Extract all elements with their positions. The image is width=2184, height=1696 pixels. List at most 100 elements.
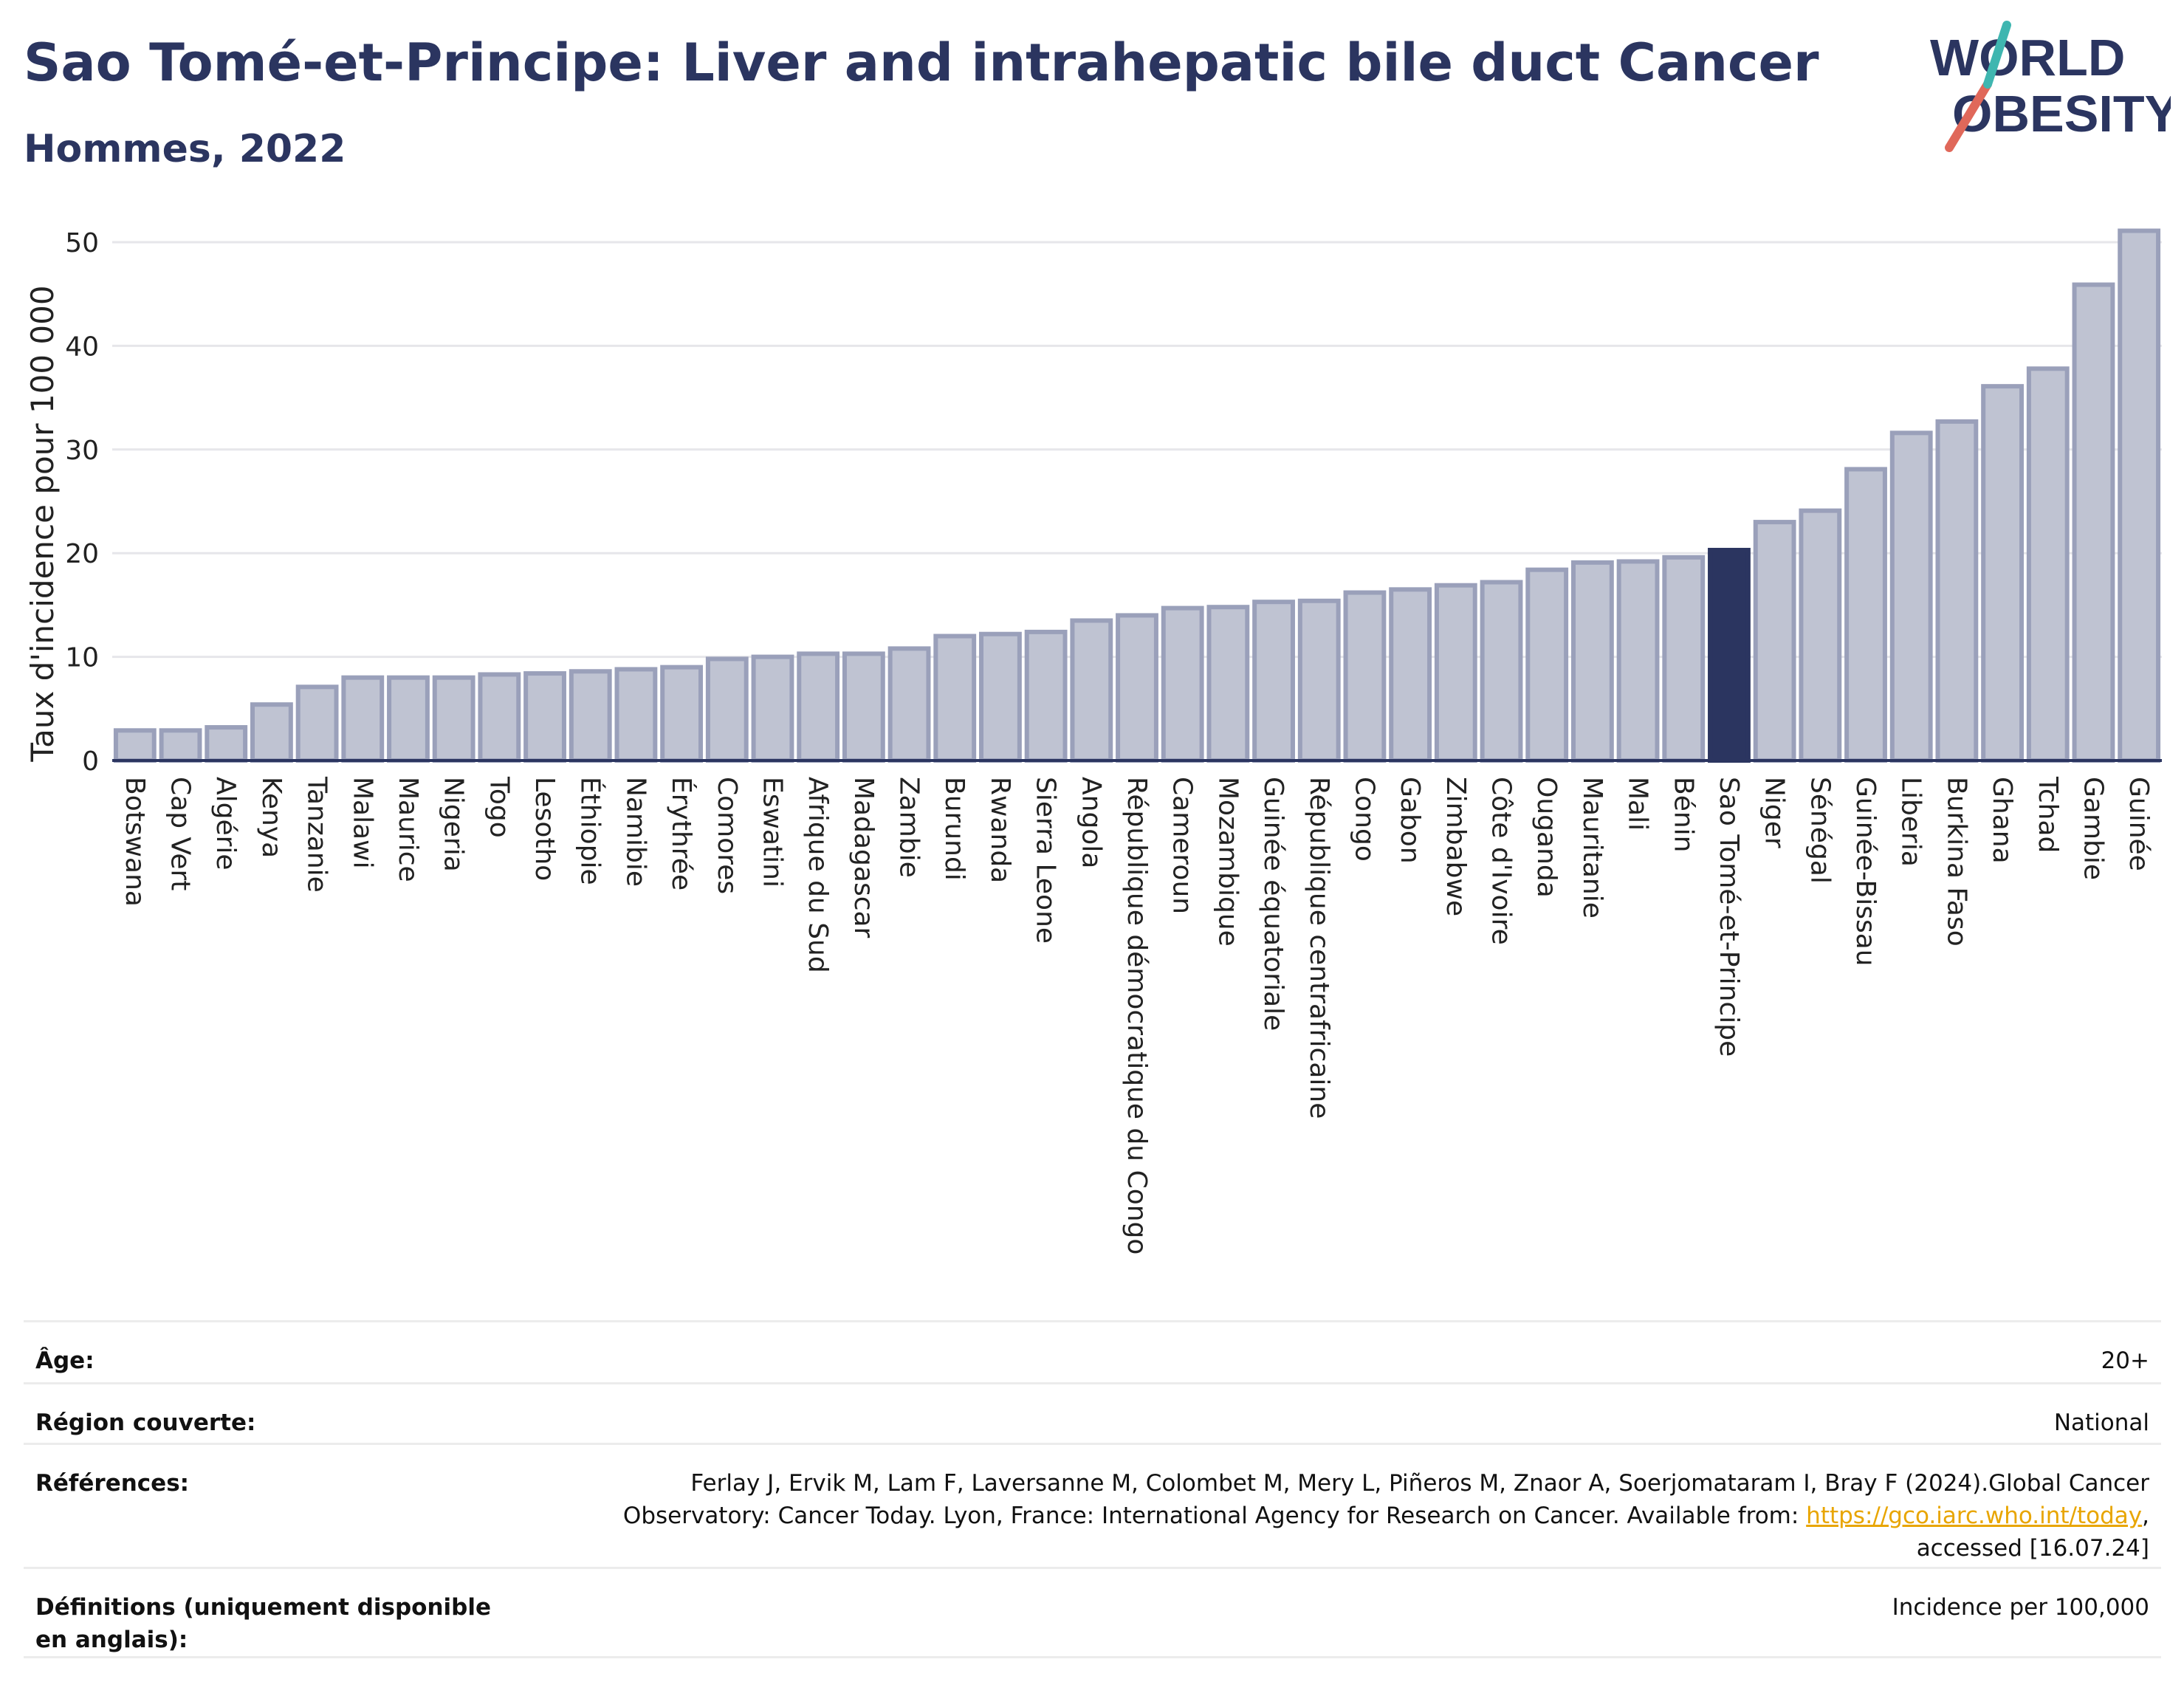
x-tick-label: Cameroun: [1167, 777, 1198, 914]
bar: [797, 651, 840, 763]
bar: [660, 665, 704, 763]
x-tick-label: Burkina Faso: [1941, 777, 1971, 947]
bar: [1206, 605, 1250, 763]
x-tick-label: Kenya: [256, 777, 286, 858]
x-tick-label: Rwanda: [985, 777, 1015, 883]
x-tick-label: Zambie: [894, 777, 924, 878]
bar: [1889, 430, 1933, 763]
bar: [2118, 228, 2161, 763]
bar: [341, 675, 385, 763]
x-tick-label: Sierra Leone: [1031, 777, 1061, 944]
meta-value: Ferlay J, Ervik M, Lam F, Laversanne M, …: [623, 1467, 2149, 1565]
reference-line-1: Ferlay J, Ervik M, Lam F, Laversanne M, …: [690, 1470, 2149, 1497]
x-tick-label: Bénin: [1668, 777, 1698, 852]
bar: [1116, 613, 1158, 763]
bar: [1799, 508, 1842, 763]
bar: [1252, 600, 1295, 763]
bar: [933, 634, 977, 763]
reference-line-3: accessed [16.07.24]: [1916, 1535, 2149, 1562]
meta-value: National: [2053, 1410, 2149, 1436]
bar: [751, 654, 794, 763]
world-obesity-logo: WORLD OBESITY: [1930, 21, 2171, 152]
bar: [387, 675, 430, 763]
meta-key: Définitions (uniquement disponible en an…: [35, 1594, 492, 1653]
bar: [705, 656, 749, 763]
x-tick-label: Lesotho: [529, 777, 560, 881]
reference-text: Observatory: Cancer Today. Lyon, France:…: [622, 1503, 1807, 1529]
reference-link[interactable]: https://gco.iarc.who.int/today: [1806, 1503, 2143, 1529]
x-tick-label: Tchad: [2033, 776, 2063, 853]
meta-row-age: Âge: 20+: [24, 1320, 2161, 1382]
x-tick-label: Togo: [484, 776, 514, 838]
bar: [1480, 580, 1523, 763]
x-tick-label: Malawi: [347, 777, 377, 869]
x-tick-label: Nigeria: [439, 777, 469, 872]
x-tick-label: Namibie: [620, 777, 650, 887]
x-tick-label: Guinée-Bissau: [1850, 777, 1881, 967]
reference-line-2: Observatory: Cancer Today. Lyon, France:…: [623, 1500, 2149, 1532]
meta-row-references: Références: Ferlay J, Ervik M, Lam F, La…: [24, 1443, 2161, 1567]
bar: [2072, 282, 2115, 763]
bar: [1434, 583, 1477, 763]
y-tick-label: 10: [65, 643, 99, 673]
logo-text-top: WORLD: [1930, 29, 2125, 86]
bar: [1161, 605, 1204, 763]
bar: [1753, 520, 1796, 763]
y-axis-label: Taux d'incidence pour 100 000: [24, 285, 61, 762]
x-tick-label: Comores: [712, 777, 742, 894]
x-tick-label: Niger: [1759, 777, 1790, 848]
bar: [113, 728, 157, 763]
x-tick-label: Érythrée: [666, 777, 697, 890]
x-tick-label: Mozambique: [1212, 777, 1243, 947]
bar: [523, 671, 566, 763]
bar: [1389, 587, 1432, 763]
bar: [1343, 590, 1387, 763]
meta-row-definitions: Définitions (uniquement disponible en an…: [24, 1567, 2161, 1658]
meta-value: 20+: [2101, 1347, 2149, 1374]
x-tick-label: Ouganda: [1531, 777, 1562, 898]
x-tick-label: République démocratique du Congo: [1122, 777, 1152, 1254]
x-tick-label: Sao Tomé-et-Principe: [1714, 777, 1744, 1057]
x-tick-label: Burundi: [939, 777, 969, 881]
bar: [159, 728, 202, 763]
meta-row-region: Région couverte: National: [24, 1382, 2161, 1443]
bar: [979, 631, 1022, 763]
x-tick-label: Sénégal: [1804, 777, 1835, 884]
bar: [295, 684, 339, 763]
y-tick-label: 40: [65, 332, 99, 362]
bar: [1708, 547, 1751, 763]
y-tick-label: 30: [65, 436, 99, 466]
x-tick-label: Congo: [1349, 777, 1379, 862]
metadata-table: Âge: 20+ Région couverte: National Référ…: [24, 1320, 2161, 1658]
x-tick-label: Maurice: [393, 777, 423, 882]
x-tick-label: Gabon: [1395, 777, 1425, 864]
logo-text-bottom: OBESITY: [1952, 85, 2171, 143]
bar: [1981, 384, 2024, 763]
bar: [250, 702, 293, 763]
bar: [1570, 560, 1614, 763]
x-tick-label: Gambie: [2078, 777, 2108, 880]
x-tick-label: Côte d'Ivoire: [1486, 777, 1517, 945]
reference-text: ,: [2142, 1503, 2149, 1529]
meta-key: Références:: [35, 1470, 190, 1497]
bar: [2026, 366, 2070, 763]
y-tick-label: 0: [82, 746, 99, 777]
bar: [1616, 559, 1660, 763]
bar: [1844, 467, 1887, 763]
x-tick-label: Éthiopie: [575, 777, 606, 885]
bar: [842, 651, 885, 763]
x-tick-label: Cap Vert: [165, 777, 196, 890]
x-tick-label: Mauritanie: [1577, 777, 1607, 919]
x-tick-label: Liberia: [1896, 777, 1926, 867]
bar: [614, 667, 658, 763]
bar: [1662, 555, 1706, 763]
x-tick-label: Zimbabwe: [1440, 777, 1471, 916]
y-tick-label: 50: [65, 228, 99, 258]
page-subtitle: Hommes, 2022: [24, 127, 346, 171]
meta-key: Âge:: [35, 1347, 95, 1374]
x-tick-label: Guinée: [2123, 777, 2154, 871]
x-tick-label: Botswana: [120, 777, 150, 907]
x-tick-label: Madagascar: [848, 777, 879, 938]
x-tick-label: Algérie: [210, 777, 241, 871]
